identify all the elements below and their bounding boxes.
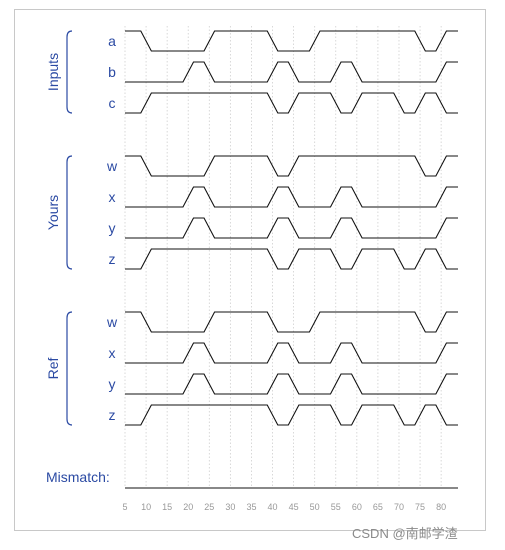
tick-label: 20 <box>183 502 193 512</box>
signal-yours-y-waveform <box>125 217 458 239</box>
signal-label-yours-y: y <box>109 220 116 236</box>
tick-label: 60 <box>352 502 362 512</box>
signal-label-yours-z: z <box>109 251 116 267</box>
signal-ref-w-waveform <box>125 311 458 333</box>
watermark: CSDN @南邮学渣 <box>352 526 458 541</box>
signal-yours-x-waveform <box>125 186 458 208</box>
tick-label: 55 <box>331 502 341 512</box>
tick-label: 75 <box>415 502 425 512</box>
group-bracket-inputs <box>66 30 73 114</box>
group-label-yours: Yours <box>45 195 61 230</box>
group-label-inputs: Inputs <box>45 53 61 91</box>
tick-label: 15 <box>162 502 172 512</box>
tick-label: 10 <box>141 502 151 512</box>
signal-label-ref-y: y <box>109 376 116 392</box>
group-label-ref: Ref <box>45 358 61 380</box>
mismatch-label: Mismatch: <box>46 469 110 485</box>
signal-label-yours-x: x <box>109 189 116 205</box>
signal-ref-z-waveform <box>125 404 458 426</box>
signal-label-ref-w: w <box>106 314 118 330</box>
waveform-panel: a b c Inputs w x y z Yours w x y z Ref Mismatch: 5 10 15 2… <box>14 9 486 531</box>
signal-yours-w-waveform <box>125 155 458 177</box>
signal-ref-x-waveform <box>125 342 458 364</box>
signal-label-ref-x: x <box>109 345 116 361</box>
tick-label: 35 <box>246 502 256 512</box>
signal-label-inputs-c: c <box>109 95 116 111</box>
signal-label-inputs-a: a <box>108 33 116 49</box>
tick-label: 80 <box>436 502 446 512</box>
signal-label-yours-w: w <box>106 158 118 174</box>
signal-label-ref-z: z <box>109 407 116 423</box>
tick-label: 50 <box>310 502 320 512</box>
signal-inputs-c-waveform <box>125 92 458 114</box>
signal-inputs-a-waveform <box>125 30 458 52</box>
signal-ref-y-waveform <box>125 373 458 395</box>
signal-label-inputs-b: b <box>108 64 116 80</box>
tick-label: 25 <box>204 502 214 512</box>
signal-inputs-b-waveform <box>125 61 458 83</box>
group-bracket-ref <box>66 311 73 426</box>
tick-label: 30 <box>225 502 235 512</box>
tick-label: 5 <box>122 502 127 512</box>
signal-yours-z-waveform <box>125 248 458 270</box>
group-bracket-yours <box>66 155 73 270</box>
tick-label: 40 <box>268 502 278 512</box>
tick-label: 65 <box>373 502 383 512</box>
tick-label: 45 <box>289 502 299 512</box>
tick-label: 70 <box>394 502 404 512</box>
